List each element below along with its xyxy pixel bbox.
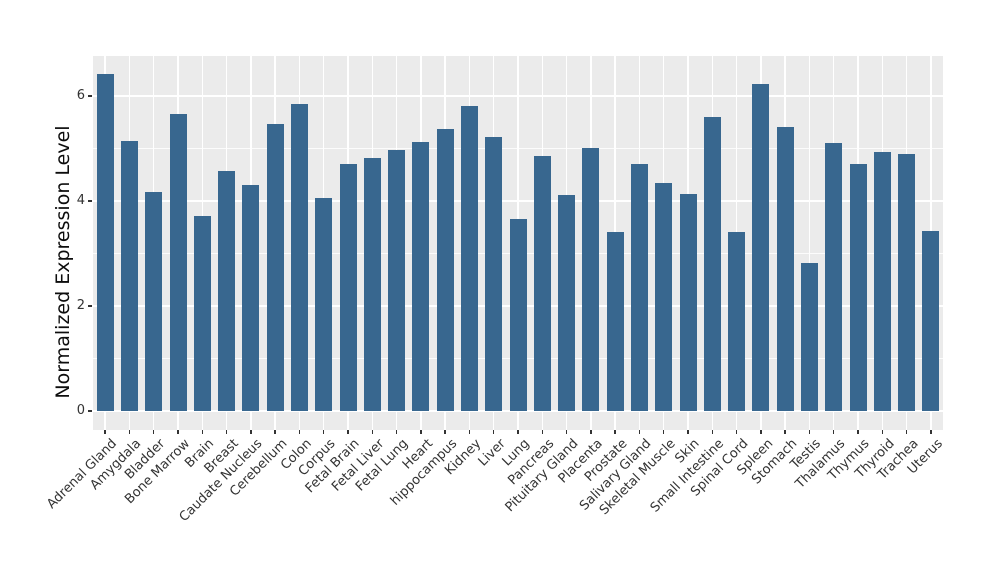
x-tick-mark-cerebellum — [274, 430, 276, 434]
bar-colon — [290, 103, 308, 412]
bar-liver — [485, 136, 503, 412]
x-tick-mark-uterus — [930, 430, 932, 434]
bar-small-intestine — [703, 116, 721, 412]
bar-lung — [509, 218, 527, 412]
x-tick-mark-fetal-brain — [347, 430, 349, 434]
bar-adrenal-gland — [96, 73, 114, 412]
x-tick-mark-trachea — [905, 430, 908, 434]
x-tick-mark-pancreas — [541, 430, 544, 434]
bar-heart — [412, 142, 430, 412]
bar-brain — [193, 216, 211, 412]
x-tick-mark-skeletal-muscle — [662, 430, 665, 434]
bar-fetal-brain — [339, 164, 357, 412]
x-tick-mark-thymus — [857, 430, 859, 434]
bar-salivary-gland — [630, 164, 648, 412]
x-tick-mark-fetal-lung — [395, 430, 398, 434]
bar-fetal-liver — [363, 157, 381, 412]
x-tick-mark-bladder — [152, 430, 155, 434]
x-tick-mark-colon — [298, 430, 301, 434]
x-tick-mark-prostate — [614, 430, 616, 434]
bar-uterus — [922, 230, 940, 412]
y-tick-mark-6 — [88, 95, 92, 97]
x-tick-mark-thyroid — [881, 430, 884, 434]
y-tick-mark-2 — [88, 305, 92, 307]
x-tick-mark-skin — [687, 430, 689, 434]
x-tick-mark-spleen — [760, 430, 762, 434]
bar-skin — [679, 193, 697, 412]
x-tick-mark-liver — [492, 430, 495, 434]
y-axis-title: Normalized Expression Level — [52, 125, 74, 399]
bar-pituitary-gland — [558, 195, 576, 412]
x-tick-mark-pituitary-gland — [565, 430, 568, 434]
x-tick-mark-testis — [808, 430, 811, 434]
x-tick-mark-corpus — [322, 430, 325, 434]
x-tick-mark-amygdala — [128, 430, 131, 434]
x-tick-mark-kidney — [468, 430, 471, 434]
y-tick-mark-4 — [88, 200, 92, 202]
bar-spleen — [752, 83, 770, 412]
bar-stomach — [776, 127, 794, 412]
x-tick-mark-brain — [201, 430, 204, 434]
bar-prostate — [606, 231, 624, 412]
bar-bladder — [145, 191, 163, 412]
bar-breast — [218, 170, 236, 412]
bar-pancreas — [533, 155, 551, 412]
x-tick-mark-salivary-gland — [638, 430, 641, 434]
bar-thymus — [849, 164, 867, 412]
y-tick-label-4: 4 — [76, 193, 85, 209]
bar-amygdala — [120, 140, 138, 412]
bar-caudate-nucleus — [242, 184, 260, 412]
bar-fetal-lung — [388, 150, 406, 412]
bar-trachea — [898, 153, 916, 412]
bar-thyroid — [873, 152, 891, 412]
bar-hippocampus — [436, 129, 454, 412]
x-tick-mark-small-intestine — [711, 430, 714, 434]
y-tick-mark-0 — [88, 410, 92, 412]
x-tick-mark-spinal-cord — [735, 430, 738, 434]
bar-skeletal-muscle — [655, 182, 673, 412]
x-tick-mark-stomach — [784, 430, 786, 434]
plot-panel — [93, 56, 943, 430]
y-tick-label-0: 0 — [76, 403, 85, 419]
bar-testis — [800, 262, 818, 412]
bar-spinal-cord — [728, 232, 746, 412]
x-tick-mark-caudate-nucleus — [250, 430, 252, 434]
x-tick-mark-lung — [517, 430, 519, 434]
x-tick-mark-heart — [420, 430, 422, 434]
bar-kidney — [460, 106, 478, 412]
x-tick-mark-adrenal-gland — [104, 430, 106, 434]
x-tick-mark-thalamus — [832, 430, 835, 434]
bar-bone-marrow — [169, 113, 187, 412]
x-tick-mark-hippocampus — [444, 430, 446, 434]
y-tick-label-6: 6 — [76, 88, 85, 104]
x-tick-mark-bone-marrow — [177, 430, 179, 434]
bar-corpus — [315, 198, 333, 412]
y-tick-label-2: 2 — [76, 298, 85, 314]
x-tick-mark-fetal-liver — [371, 430, 374, 434]
x-tick-mark-placenta — [590, 430, 592, 434]
bar-thalamus — [825, 143, 843, 412]
bar-placenta — [582, 148, 600, 412]
bar-cerebellum — [266, 123, 284, 412]
x-tick-mark-breast — [225, 430, 228, 434]
gridline-x-testis — [808, 56, 811, 430]
